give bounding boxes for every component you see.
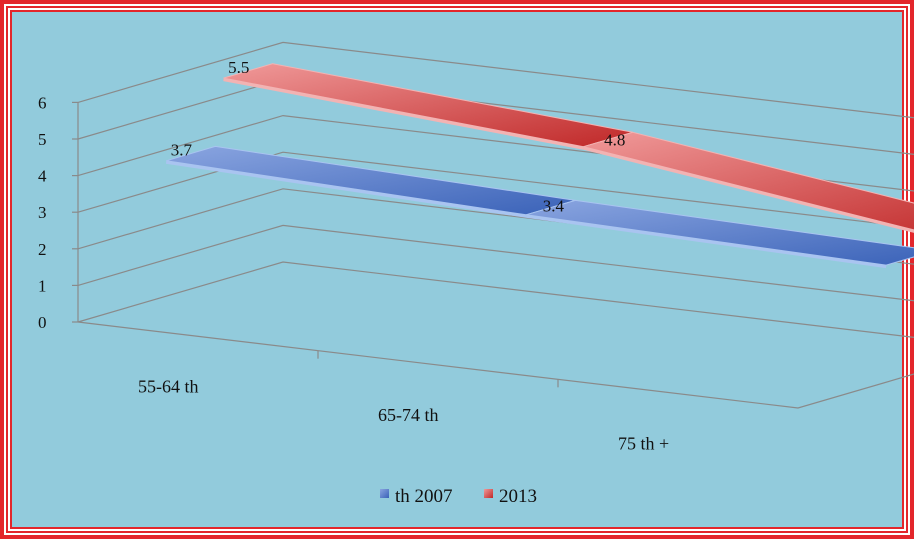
ribbon-segment xyxy=(581,131,914,231)
y-tick-label: 0 xyxy=(38,313,47,332)
x-category-label: 75 th + xyxy=(618,434,669,454)
data-label: 4.8 xyxy=(604,131,625,150)
y-axis-ticks: 0 1 2 3 4 5 6 xyxy=(38,93,78,332)
gridline xyxy=(77,41,914,119)
legend-swatch xyxy=(380,489,389,498)
legend-label: 2013 xyxy=(499,486,537,507)
y-tick-label: 3 xyxy=(38,203,47,222)
ribbon-segment xyxy=(223,63,633,148)
y-tick-label: 4 xyxy=(38,167,47,186)
series-ribbons xyxy=(165,63,914,269)
gridline xyxy=(77,224,914,302)
y-tick-label: 6 xyxy=(38,93,47,112)
legend-swatch xyxy=(484,489,493,498)
floor-outline xyxy=(77,261,914,409)
gridline xyxy=(77,151,914,229)
ribbon-edge xyxy=(525,214,887,269)
legend: th 2007 2013 xyxy=(380,486,537,507)
ribbon-edge xyxy=(223,78,584,150)
x-category-label: 55-64 th xyxy=(138,376,199,396)
ribbon-edge xyxy=(583,146,914,233)
ribbon-edge xyxy=(165,160,527,218)
y-tick-label: 5 xyxy=(38,130,47,149)
legend-label: th 2007 xyxy=(395,486,453,507)
data-label: 3.7 xyxy=(171,141,193,160)
chart-floor xyxy=(77,102,914,409)
data-label: 3.4 xyxy=(543,197,565,216)
data-labels: 3.73.43.25.54.83.5 xyxy=(171,58,626,216)
x-category-label: 65-74 th xyxy=(378,405,439,425)
y-tick-label: 2 xyxy=(38,240,47,259)
x-axis-categories: 55-64 th 65-74 th 75 th + xyxy=(138,350,669,454)
y-tick-label: 1 xyxy=(38,276,47,295)
data-label: 5.5 xyxy=(228,58,249,77)
